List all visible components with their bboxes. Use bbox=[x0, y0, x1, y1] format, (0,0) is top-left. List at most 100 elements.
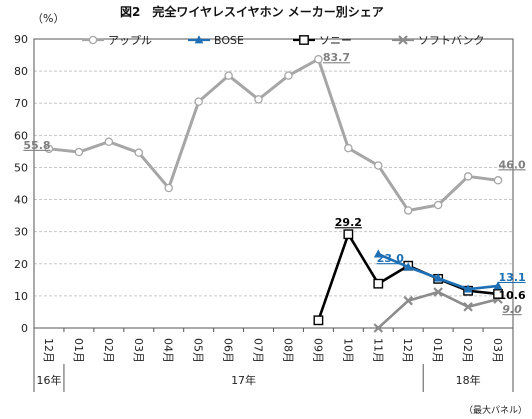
data-point-apple-shape bbox=[433, 200, 443, 210]
data-label: 13.1 bbox=[498, 271, 525, 284]
x-tick-label: 03月 bbox=[491, 338, 504, 363]
data-point-apple-shape bbox=[284, 71, 293, 80]
x-tick-label: 02月 bbox=[461, 338, 474, 363]
legend-marker-shape bbox=[398, 35, 408, 45]
legend-marker bbox=[398, 35, 408, 45]
data-point-bose bbox=[493, 281, 503, 290]
plot-frame bbox=[33, 38, 514, 329]
y-tick-label: 40 bbox=[14, 194, 28, 207]
y-tick-label: 20 bbox=[14, 258, 28, 271]
data-point-apple bbox=[493, 176, 503, 185]
x-tick-label: 01月 bbox=[72, 338, 85, 363]
y-tick-label: 90 bbox=[14, 33, 28, 46]
y-tick-label: 80 bbox=[14, 65, 28, 78]
y-tick-label: 50 bbox=[14, 161, 28, 174]
data-label: 9.0 bbox=[502, 303, 522, 316]
data-point-softbank-shape bbox=[433, 287, 443, 297]
x-tick-label: 04月 bbox=[162, 338, 175, 363]
x-tick-label: 11月 bbox=[371, 338, 384, 363]
data-point-apple bbox=[224, 71, 233, 80]
data-point-softbank-shape bbox=[463, 302, 473, 312]
data-point-apple bbox=[374, 161, 383, 170]
data-point-bose-shape bbox=[373, 249, 383, 258]
x-tick-label: 12月 bbox=[42, 338, 55, 363]
legend: アップル BOSE ソニー ソフトバンク bbox=[82, 34, 485, 47]
x-tick-label: 05月 bbox=[192, 338, 205, 363]
data-point-sony-shape bbox=[373, 278, 384, 289]
data-point-softbank bbox=[403, 295, 413, 306]
data-point-bose bbox=[403, 262, 413, 271]
data-point-softbank bbox=[463, 302, 473, 312]
x-tick-label: 07月 bbox=[252, 338, 265, 363]
data-point-apple-shape bbox=[254, 95, 263, 104]
data-label: 83.7 bbox=[323, 51, 350, 64]
legend-marker bbox=[299, 35, 309, 45]
legend-marker bbox=[194, 35, 204, 44]
series-line-softbank bbox=[377, 290, 499, 329]
data-point-sony bbox=[313, 315, 324, 326]
data-point-apple-shape bbox=[493, 176, 503, 185]
data-point-apple bbox=[164, 183, 173, 193]
data-point-apple-shape bbox=[344, 143, 353, 153]
year-label: 18年 bbox=[456, 373, 481, 387]
chart-title: 図2 完全ワイヤレスイヤホン メーカー別シェア bbox=[120, 4, 384, 19]
legend-item-bose: BOSE bbox=[188, 34, 244, 47]
data-point-bose bbox=[463, 284, 473, 293]
x-tick-label: 08月 bbox=[281, 338, 294, 363]
x-tick-label: 12月 bbox=[401, 338, 414, 363]
data-point-sony bbox=[493, 289, 503, 299]
data-point-apple bbox=[74, 147, 84, 157]
data-point-apple-shape bbox=[194, 97, 203, 106]
data-label: 55.8 bbox=[23, 139, 50, 152]
data-point-apple bbox=[344, 143, 353, 153]
data-point-softbank-shape bbox=[403, 295, 413, 306]
data-point-apple-shape bbox=[164, 183, 173, 193]
legend-marker-shape bbox=[299, 35, 309, 45]
data-point-apple bbox=[194, 97, 203, 106]
legend-item-apple: アップル bbox=[82, 34, 152, 47]
data-point-apple-shape bbox=[134, 148, 144, 157]
data-point-bose bbox=[433, 273, 443, 282]
y-tick-label: 10 bbox=[14, 290, 28, 303]
data-point-apple bbox=[284, 71, 293, 80]
plot-area: 0 10 20 30 40 50 60 70 80 90 12月 01月 02月 03月 04月 05月 06月… bbox=[14, 33, 526, 392]
data-point-bose-shape bbox=[403, 262, 413, 271]
data-label: 29.2 bbox=[335, 216, 362, 229]
panel-note: （最大パネル） bbox=[464, 404, 527, 416]
data-point-apple bbox=[314, 54, 323, 64]
data-point-softbank bbox=[373, 323, 384, 333]
data-point-apple bbox=[433, 200, 443, 210]
data-point-sony-shape bbox=[343, 229, 354, 240]
x-tick-label: 01月 bbox=[431, 338, 444, 363]
data-point-apple-shape bbox=[403, 206, 413, 215]
data-point-apple bbox=[44, 144, 54, 154]
series-line-apple bbox=[48, 57, 499, 212]
legend-label: ソフトバンク bbox=[418, 34, 485, 47]
data-point-apple bbox=[403, 206, 413, 215]
x-tick-label: 09月 bbox=[311, 338, 324, 363]
legend-marker bbox=[88, 35, 98, 45]
legend-marker-shape bbox=[194, 35, 204, 44]
legend-label: ソニー bbox=[319, 34, 352, 47]
y-tick-label: 30 bbox=[14, 226, 28, 239]
data-point-apple bbox=[254, 95, 263, 104]
legend-label: アップル bbox=[108, 34, 152, 47]
data-label: 10.6 bbox=[498, 289, 525, 302]
data-point-apple-shape bbox=[224, 71, 233, 80]
data-point-sony-shape bbox=[313, 315, 324, 326]
data-point-apple bbox=[104, 137, 114, 147]
year-label: 16年 bbox=[36, 373, 61, 387]
legend-item-sony: ソニー bbox=[293, 34, 352, 47]
y-tick-label: 0 bbox=[21, 322, 28, 335]
data-point-softbank bbox=[433, 287, 443, 297]
x-tick-label: 02月 bbox=[102, 338, 115, 363]
data-point-apple-shape bbox=[44, 144, 54, 154]
data-point-apple bbox=[134, 148, 144, 157]
data-label: 23.0 bbox=[377, 252, 404, 265]
legend-item-softbank: ソフトバンク bbox=[392, 34, 485, 47]
data-point-apple-shape bbox=[314, 54, 323, 64]
data-point-softbank-shape bbox=[373, 323, 384, 333]
data-point-apple-shape bbox=[104, 137, 114, 147]
y-unit-label: （%） bbox=[32, 12, 64, 25]
